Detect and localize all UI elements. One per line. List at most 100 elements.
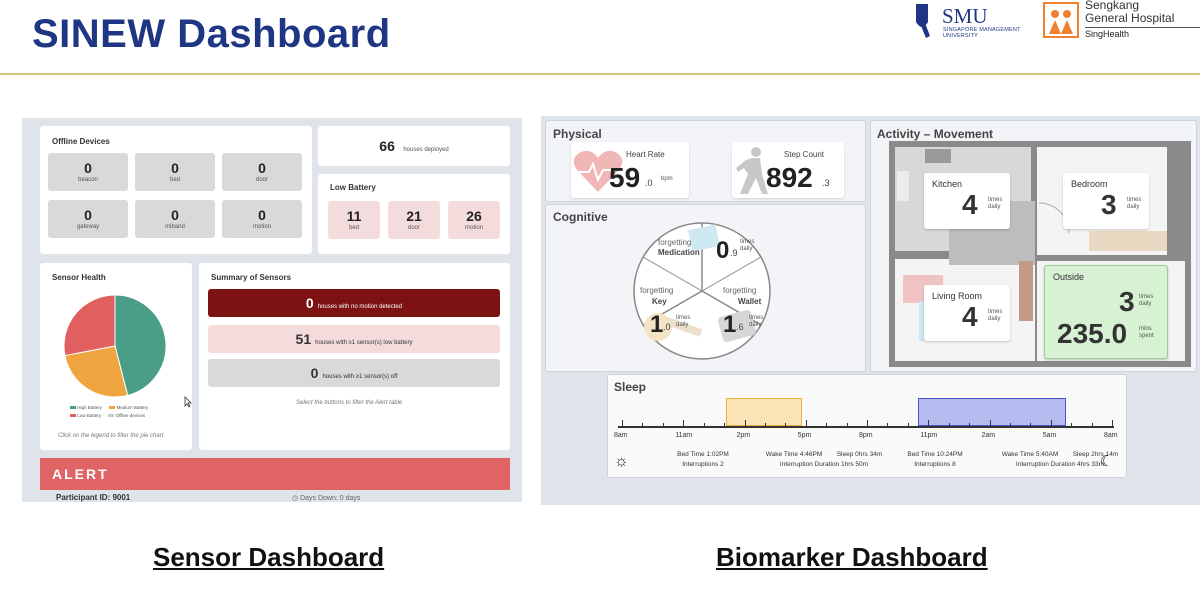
sleep-minor-tick — [969, 423, 971, 427]
medication-decimal: .9 — [730, 248, 738, 258]
heart-icon — [573, 150, 623, 192]
bedroom-card: Bedroom 3 times daily — [1063, 173, 1149, 229]
low-battery-tile-door[interactable]: 21 door — [388, 201, 440, 239]
sleep-minor-tick — [785, 423, 787, 427]
legend-item-medium[interactable]: Medium Battery — [109, 405, 148, 410]
offline-tile-door[interactable]: 0 door — [222, 153, 302, 191]
outside-value: 3 — [1119, 286, 1135, 317]
offline-tile-gateway[interactable]: 0 gateway — [48, 200, 128, 238]
smu-sub: SINGAPORE MANAGEMENT UNIVERSITY — [943, 27, 1021, 39]
sleep-tick-mark — [683, 420, 685, 427]
living-room-label: Living Room — [932, 291, 983, 301]
offline-tile-miband[interactable]: 0 miband — [135, 200, 215, 238]
houses-deployed-card: 66 houses deployed — [318, 126, 510, 166]
sleep-minor-tick — [887, 423, 889, 427]
pie-slice-low-battery[interactable] — [63, 294, 116, 357]
heart-rate-decimal: .0 — [645, 178, 653, 188]
offline-tile-bed[interactable]: 0 bed — [135, 153, 215, 191]
legend-item-high[interactable]: High Battery — [70, 405, 102, 410]
mouse-cursor-icon — [184, 396, 192, 408]
sleep-tick-mark — [1112, 420, 1113, 427]
key-label: Key — [652, 297, 667, 306]
kitchen-value: 4 — [962, 189, 978, 220]
sleep-2-info-b: Wake Time 5:40AM Sleep 2hrs 14m Interrupt… — [1001, 451, 1119, 468]
kitchen-label: Kitchen — [932, 179, 963, 189]
wallet-label: Wallet — [738, 297, 762, 306]
biomarker-dashboard-caption: Biomarker Dashboard — [716, 542, 988, 572]
sleep-minor-tick — [764, 423, 766, 427]
key-value: 1 — [650, 311, 664, 338]
heart-rate-unit: bpm — [661, 176, 673, 182]
pie-legend: High Battery Medium Battery Low Battery … — [70, 404, 180, 420]
low-battery-tile-bed[interactable]: 11 bed — [328, 201, 380, 239]
living-room-unit: times daily — [988, 309, 1003, 322]
sleep-tick-mark — [989, 420, 991, 427]
sleep-axis — [618, 426, 1114, 428]
bedroom-unit: times daily — [1127, 197, 1142, 210]
low-battery-tile-motion[interactable]: 26 motion — [448, 201, 500, 239]
sleep-tick-mark — [805, 420, 807, 427]
sleep-minor-tick — [642, 423, 644, 427]
sleep-tick-label: 5am — [1042, 432, 1057, 439]
pie-hint: Click on the legend to filter the pie ch… — [58, 433, 164, 439]
step-count-card: Step Count 892 .3 — [732, 142, 844, 198]
sensor-health-title: Sensor Health — [52, 273, 106, 282]
days-down: ◷ Days Down: 0 days — [292, 495, 361, 502]
sleep-minor-tick — [846, 423, 848, 427]
sengkang-logo: Sengkang General Hospital SingHealth — [1043, 0, 1200, 44]
living-room-card: Living Room 4 times daily — [924, 285, 1010, 341]
sleep-minor-tick — [948, 423, 950, 427]
summary-button-no-motion[interactable]: 0 houses with no motion detected — [208, 289, 500, 317]
activity-card: Activity – Movement Kitchen 4 times daily… — [870, 120, 1197, 372]
sleep-tick-mark — [1050, 420, 1052, 427]
sleep-period-1[interactable] — [726, 398, 802, 426]
sensor-health-pie[interactable] — [60, 291, 170, 401]
summary-button-low-battery[interactable]: 51 houses with ≥1 sensor(s) low battery — [208, 325, 500, 353]
key-unit: times daily — [676, 315, 691, 328]
hospital-name-line3: SingHealth — [1085, 29, 1130, 39]
alert-banner[interactable]: ALERT — [40, 458, 510, 490]
key-decimal: .0 — [663, 322, 671, 332]
smu-logo: SMU SINGAPORE MANAGEMENT UNIVERSITY — [910, 2, 1030, 42]
bedroom-value: 3 — [1101, 189, 1117, 220]
hospital-mark-icon — [1043, 2, 1079, 38]
offline-tile-motion[interactable]: 0 motion — [222, 200, 302, 238]
page-title: SINEW Dashboard — [32, 12, 391, 56]
pie-slice-high-battery[interactable] — [114, 294, 167, 397]
heart-rate-label: Heart Rate — [626, 150, 665, 159]
sleep-title: Sleep — [614, 380, 647, 394]
activity-title: Activity – Movement — [877, 127, 994, 141]
offline-devices-title: Offline Devices — [52, 137, 110, 146]
step-count-value: 892 — [766, 162, 813, 193]
physical-title: Physical — [553, 127, 602, 141]
cognitive-card: Cognitive forgetting Medication 0 .9 tim… — [545, 204, 866, 372]
summary-button-sensor-off[interactable]: 0 houses with ≥1 sensor(s) off — [208, 359, 500, 387]
sleep-tick-mark — [867, 420, 868, 427]
heart-rate-value: 59 — [609, 162, 641, 193]
sleep-minor-tick — [1091, 423, 1093, 427]
cognitive-title: Cognitive — [553, 210, 608, 224]
legend-item-low[interactable]: Low Battery — [70, 413, 101, 418]
offline-devices-card: Offline Devices 0 beacon 0 bed 0 door 0 gate… — [40, 126, 312, 254]
smu-crest-icon — [916, 4, 930, 38]
legend-item-offline[interactable]: Offline devices — [108, 413, 145, 418]
bedroom-label: Bedroom — [1071, 179, 1108, 189]
offline-tile-beacon[interactable]: 0 beacon — [48, 153, 128, 191]
houses-deployed-label: houses deployed — [403, 147, 449, 153]
sensor-health-card: Sensor Health High Battery Medium Batter… — [40, 263, 192, 450]
medication-forgetting-label: forgetting — [658, 238, 692, 247]
kitchen-card: Kitchen 4 times daily — [924, 173, 1010, 229]
houses-deployed-value: 66 — [379, 138, 395, 154]
sleep-2-info-a: Bed Time 10:24PM Interruptions 8 — [907, 451, 963, 468]
sleep-card: Sleep 8am 11am 2pm 5pm 8pm 11pm 2am 5am 8am ☼ ☾ … — [607, 374, 1127, 478]
sleep-period-2[interactable] — [918, 398, 1066, 426]
sleep-minor-tick — [724, 423, 726, 427]
sleep-minor-tick — [826, 423, 828, 427]
sleep-tick-mark — [928, 420, 930, 427]
pie-slice-medium-battery[interactable] — [64, 345, 129, 398]
medication-value: 0 — [716, 237, 730, 264]
sleep-tick-label: 2pm — [736, 432, 751, 439]
sleep-minor-tick — [703, 423, 705, 427]
outside-card: Outside 3 times daily 235.0 mins spent — [1044, 265, 1168, 359]
header-divider — [0, 73, 1200, 75]
